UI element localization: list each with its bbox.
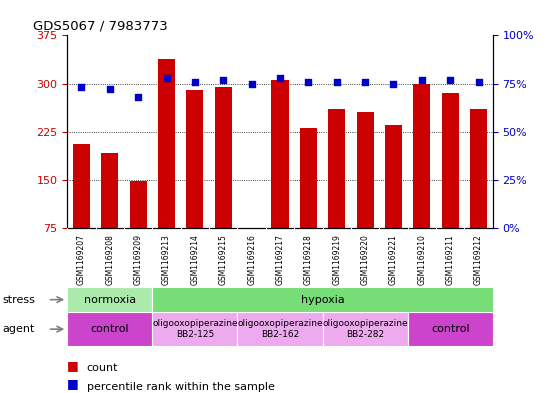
Text: oligooxopiperazine
BB2-162: oligooxopiperazine BB2-162 — [237, 320, 323, 339]
Point — [304, 79, 313, 85]
Point — [162, 75, 171, 81]
Text: GSM1169211: GSM1169211 — [446, 234, 455, 285]
Text: oligooxopiperazine
BB2-282: oligooxopiperazine BB2-282 — [323, 320, 408, 339]
Bar — [129, 181, 147, 228]
Text: percentile rank within the sample: percentile rank within the sample — [87, 382, 274, 392]
Bar — [237, 312, 323, 346]
Bar — [442, 93, 459, 228]
Text: GSM1169216: GSM1169216 — [247, 234, 256, 285]
Bar — [470, 109, 487, 228]
Text: GSM1169214: GSM1169214 — [190, 234, 199, 285]
Text: hypoxia: hypoxia — [301, 295, 344, 305]
Text: GSM1169208: GSM1169208 — [105, 234, 114, 285]
Bar — [152, 312, 237, 346]
Text: GDS5067 / 7983773: GDS5067 / 7983773 — [33, 20, 168, 33]
Point — [417, 77, 426, 83]
Text: GSM1169210: GSM1169210 — [417, 234, 426, 285]
Bar — [214, 87, 232, 228]
Text: GSM1169207: GSM1169207 — [77, 234, 86, 285]
Bar — [413, 83, 431, 228]
Point — [276, 75, 284, 81]
Text: control: control — [91, 324, 129, 334]
Point — [247, 80, 256, 86]
Text: oligooxopiperazine
BB2-125: oligooxopiperazine BB2-125 — [152, 320, 237, 339]
Bar — [67, 312, 152, 346]
Bar — [73, 145, 90, 228]
Point — [361, 79, 370, 85]
Bar — [323, 312, 408, 346]
Bar — [385, 125, 402, 228]
Text: stress: stress — [3, 295, 36, 305]
Text: GSM1169209: GSM1169209 — [134, 234, 143, 285]
Text: GSM1169220: GSM1169220 — [361, 234, 370, 285]
Point — [389, 80, 398, 86]
Text: count: count — [87, 364, 118, 373]
Bar — [408, 312, 493, 346]
Bar — [67, 287, 152, 312]
Text: GSM1169215: GSM1169215 — [219, 234, 228, 285]
Point — [77, 84, 86, 90]
Bar — [300, 129, 317, 228]
Point — [190, 79, 199, 85]
Point — [105, 86, 114, 92]
Text: GSM1169217: GSM1169217 — [276, 234, 284, 285]
Bar — [272, 80, 288, 228]
Text: GSM1169221: GSM1169221 — [389, 234, 398, 285]
Point — [446, 77, 455, 83]
Text: GSM1169218: GSM1169218 — [304, 234, 313, 285]
Text: GSM1169212: GSM1169212 — [474, 234, 483, 285]
Bar — [357, 112, 374, 228]
Bar — [328, 109, 346, 228]
Text: ■: ■ — [67, 377, 79, 390]
Text: agent: agent — [3, 324, 35, 334]
Point — [134, 94, 143, 100]
Text: ■: ■ — [67, 360, 79, 373]
Point — [332, 79, 341, 85]
Bar — [101, 153, 118, 228]
Text: normoxia: normoxia — [83, 295, 136, 305]
Text: GSM1169213: GSM1169213 — [162, 234, 171, 285]
Bar — [158, 59, 175, 228]
Text: GSM1169219: GSM1169219 — [332, 234, 341, 285]
Bar — [186, 90, 203, 228]
Point — [219, 77, 228, 83]
Text: control: control — [431, 324, 469, 334]
Point — [474, 79, 483, 85]
Bar — [152, 287, 493, 312]
